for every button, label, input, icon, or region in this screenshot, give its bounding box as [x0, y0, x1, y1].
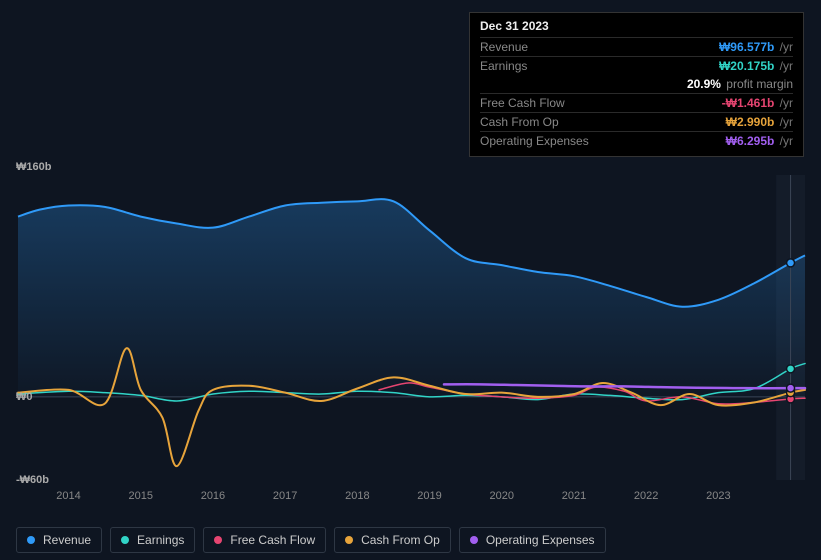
financial-chart[interactable]: ₩160b₩0-₩60b2014201520162017201820192020… [16, 175, 805, 480]
x-axis-label: 2015 [128, 490, 152, 502]
tooltip-rows: Revenue ₩96.577b /yr Earnings ₩20.175b /yr 2… [480, 37, 793, 150]
tooltip-row-label: Revenue [480, 40, 528, 54]
legend-item-cash-from-op[interactable]: Cash From Op [334, 527, 451, 553]
tooltip-row-value: 20.9% [687, 77, 721, 91]
legend-dot [345, 536, 353, 544]
legend-item-revenue[interactable]: Revenue [16, 527, 102, 553]
tooltip-row-unit: /yr [776, 40, 793, 54]
x-axis-label: 2017 [273, 490, 297, 502]
legend-dot [27, 536, 35, 544]
tooltip-row-label: Earnings [480, 59, 527, 73]
tooltip-row-value: ₩6.295b [726, 134, 775, 148]
x-axis-label: 2014 [56, 490, 80, 502]
tooltip-row-unit: /yr [776, 96, 793, 110]
legend-label: Cash From Op [361, 533, 440, 547]
x-axis-label: 2022 [634, 490, 658, 502]
tooltip-row-label: Free Cash Flow [480, 96, 565, 110]
tooltip-row-unit: profit margin [723, 77, 793, 91]
legend-label: Revenue [43, 533, 91, 547]
chart-svg [16, 175, 805, 480]
legend-label: Earnings [137, 533, 184, 547]
tooltip-row: Free Cash Flow -₩1.461b /yr [480, 93, 793, 112]
tooltip-date: Dec 31 2023 [480, 19, 793, 33]
x-axis-label: 2016 [201, 490, 225, 502]
legend-dot [214, 536, 222, 544]
tooltip-row-unit: /yr [776, 115, 793, 129]
tooltip-row-value: ₩96.577b [719, 40, 774, 54]
x-axis-label: 2023 [706, 490, 730, 502]
tooltip-row-unit: /yr [776, 59, 793, 73]
tooltip-row-label: Operating Expenses [480, 134, 589, 148]
chart-legend: Revenue Earnings Free Cash Flow Cash From O… [16, 527, 606, 553]
tooltip-row: Operating Expenses ₩6.295b /yr [480, 131, 793, 150]
y-axis-label: ₩160b [16, 161, 51, 173]
chart-tooltip: Dec 31 2023 Revenue ₩96.577b /yr Earnings ₩… [469, 12, 804, 157]
legend-item-operating-expenses[interactable]: Operating Expenses [459, 527, 606, 553]
y-axis-label: -₩60b [16, 474, 49, 486]
tooltip-row-value: -₩1.461b [722, 96, 775, 110]
x-axis-label: 2018 [345, 490, 369, 502]
x-axis-label: 2019 [417, 490, 441, 502]
tooltip-row: 20.9% profit margin [480, 75, 793, 93]
legend-label: Operating Expenses [486, 533, 595, 547]
x-axis-label: 2021 [562, 490, 586, 502]
tooltip-row: Revenue ₩96.577b /yr [480, 37, 793, 56]
tooltip-row-value: ₩20.175b [719, 59, 774, 73]
legend-item-free-cash-flow[interactable]: Free Cash Flow [203, 527, 326, 553]
tooltip-row-unit: /yr [776, 134, 793, 148]
tooltip-row: Cash From Op ₩2.990b /yr [480, 112, 793, 131]
legend-item-earnings[interactable]: Earnings [110, 527, 195, 553]
tooltip-row: Earnings ₩20.175b /yr [480, 56, 793, 75]
legend-label: Free Cash Flow [230, 533, 315, 547]
legend-dot [470, 536, 478, 544]
tooltip-row-label: Cash From Op [480, 115, 559, 129]
y-axis-label: ₩0 [16, 391, 33, 403]
legend-dot [121, 536, 129, 544]
tooltip-row-value: ₩2.990b [726, 115, 775, 129]
x-axis-label: 2020 [490, 490, 514, 502]
